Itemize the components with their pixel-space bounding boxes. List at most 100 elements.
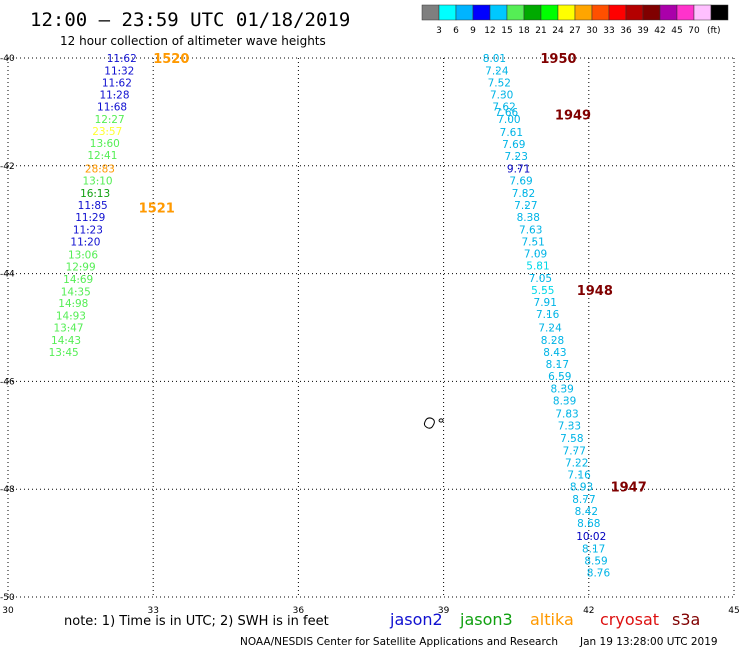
wave-height-point xyxy=(79,265,82,268)
wave-height-point xyxy=(111,105,113,108)
wave-height-point xyxy=(65,339,67,341)
wave-height-point xyxy=(89,216,92,218)
wave-height-point xyxy=(62,350,65,353)
wave-height-point xyxy=(99,167,101,170)
wave-height-label: 11.62 xyxy=(102,77,132,89)
wave-height-point xyxy=(554,350,556,353)
wave-height-point xyxy=(549,326,551,329)
x-tick-label: 45 xyxy=(728,606,739,616)
colorbar-label: 27 xyxy=(569,26,580,36)
island-outline xyxy=(423,417,435,429)
wave-height-label: 7.05 xyxy=(529,273,552,285)
wave-height-point xyxy=(563,399,566,402)
wave-height-label: 16.13 xyxy=(80,188,110,200)
wave-height-point xyxy=(510,131,513,133)
footer-timestamp: Jan 19 13:28:00 UTC 2019 xyxy=(579,636,718,648)
wave-height-label: 5.81 xyxy=(526,261,549,273)
wave-height-point xyxy=(503,105,505,108)
colorbar-swatch xyxy=(642,4,661,21)
wave-height-point xyxy=(583,498,585,500)
wave-height-label: 5.55 xyxy=(531,285,554,297)
colorbar-swatch xyxy=(489,4,508,21)
y-tick-label: -42 xyxy=(0,162,15,172)
colorbar-swatch xyxy=(625,4,644,21)
wave-height-label: 14.93 xyxy=(56,311,86,323)
wave-height-point xyxy=(108,118,111,120)
wave-height-point xyxy=(72,302,75,305)
x-tick-label: 30 xyxy=(2,606,14,616)
pass-time-label: 1521 xyxy=(139,201,175,216)
wave-height-point xyxy=(101,154,104,156)
wave-height-label: 7.16 xyxy=(536,309,560,321)
wave-height-point xyxy=(588,522,590,524)
colorbar-label: 24 xyxy=(552,26,564,36)
wave-height-label: 7.27 xyxy=(514,200,537,212)
wave-height-label: 8.77 xyxy=(572,494,595,506)
wave-height-point xyxy=(500,93,503,96)
wave-height-label: 7.09 xyxy=(524,249,547,261)
wave-height-label: 7.62 xyxy=(492,102,515,114)
wave-height-label: 7.77 xyxy=(563,445,586,457)
wave-height-point xyxy=(551,339,554,341)
y-tick-label: -44 xyxy=(0,270,15,280)
mission-legend-item: s3a xyxy=(672,610,700,629)
wave-height-point xyxy=(74,290,77,293)
wave-height-label: 8.39 xyxy=(550,383,573,395)
wave-height-label: 7.30 xyxy=(490,90,513,102)
wave-height-label: 8.28 xyxy=(541,335,564,347)
island xyxy=(423,417,444,429)
colorbar-label: 18 xyxy=(518,26,530,36)
wave-height-point xyxy=(558,375,561,377)
wave-height-point xyxy=(580,485,583,488)
wave-height-label: 7.66 xyxy=(495,107,519,119)
wave-height-label: 10.02 xyxy=(576,531,606,543)
wave-height-point xyxy=(104,142,106,144)
wave-height-point xyxy=(91,204,94,206)
mission-legend-item: jason2 xyxy=(389,610,443,629)
colorbar-label: 3 xyxy=(436,26,442,36)
wave-height-label: 11.28 xyxy=(99,90,129,102)
x-tick-label: 39 xyxy=(438,606,450,616)
wave-height-label: 11.20 xyxy=(70,236,100,248)
wave-height-label: 13.47 xyxy=(53,323,83,335)
wave-height-label: 7.22 xyxy=(565,457,588,469)
wave-height-label: 7.23 xyxy=(505,151,528,163)
wave-height-label: 7.16 xyxy=(567,470,591,482)
colorbar-label: 21 xyxy=(535,26,546,36)
wave-height-label: 11.68 xyxy=(97,102,127,114)
wave-height-label: 12.27 xyxy=(95,114,125,126)
wave-height-point xyxy=(597,571,600,574)
wave-height-label: 11.23 xyxy=(73,224,103,236)
footer-note: note: 1) Time is in UTC; 2) SWH is in fe… xyxy=(64,614,329,629)
wave-height-point xyxy=(532,240,534,243)
wave-height-label: 7.82 xyxy=(512,188,535,200)
wave-height-point xyxy=(571,437,573,439)
wave-height-label: 7.51 xyxy=(521,236,544,248)
wave-height-point xyxy=(113,93,116,96)
colorbar-label: 45 xyxy=(671,26,682,36)
colorbar-label: 12 xyxy=(484,26,495,36)
wave-height-label: 7.91 xyxy=(534,297,557,309)
wave-height-point xyxy=(118,69,121,72)
wave-height-label: 14.43 xyxy=(51,335,81,347)
wave-height-label: 6.59 xyxy=(548,371,571,383)
colorbar-label: 30 xyxy=(586,26,598,36)
wave-height-point xyxy=(67,326,70,329)
mission-legend-item: altika xyxy=(530,610,574,629)
wave-height-label: 7.33 xyxy=(558,421,581,433)
wave-height-point xyxy=(585,509,588,512)
y-tick-label: -48 xyxy=(0,485,15,495)
wave-height-label: 23.57 xyxy=(92,126,122,138)
colorbar-swatch xyxy=(608,4,627,21)
grid: 30 33 36 39 42 45 -40 -42 -44 -46 -48 -50 xyxy=(0,54,740,616)
wave-height-point xyxy=(498,81,501,84)
wave-height-point xyxy=(82,253,84,256)
wave-height-point xyxy=(534,252,537,255)
wave-height-label: 7.00 xyxy=(497,114,520,126)
wave-height-label: 13.06 xyxy=(68,250,98,262)
wave-height-label: 7.69 xyxy=(502,139,525,151)
wave-height-label: 7.52 xyxy=(488,77,511,89)
wave-height-point xyxy=(575,461,578,464)
wave-height-label: 28.83 xyxy=(85,163,115,175)
